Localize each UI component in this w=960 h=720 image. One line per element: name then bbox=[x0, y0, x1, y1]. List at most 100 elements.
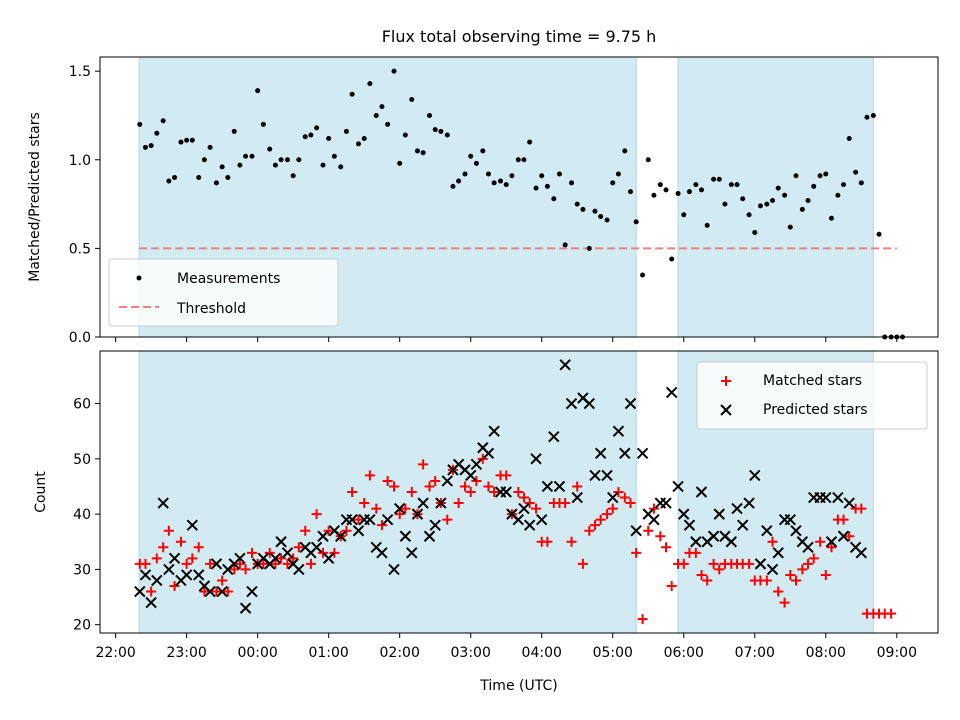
predicted-star-point bbox=[193, 569, 205, 581]
measurement-point bbox=[876, 231, 882, 237]
measurement-point bbox=[562, 242, 568, 248]
predicted-star-point bbox=[335, 530, 347, 542]
matched-star-point bbox=[602, 509, 613, 520]
measurement-point bbox=[296, 157, 302, 163]
measurement-point bbox=[805, 198, 811, 204]
matched-star-point bbox=[465, 487, 476, 497]
matched-star-point bbox=[264, 547, 275, 558]
matched-star-point bbox=[584, 525, 595, 536]
bottom-legend-box bbox=[696, 361, 928, 430]
measurement-point bbox=[485, 171, 491, 177]
measurement-point bbox=[746, 212, 752, 218]
matched-star-point bbox=[323, 525, 334, 536]
predicted-star-point bbox=[754, 558, 767, 570]
matched-star-point bbox=[371, 503, 382, 514]
top-legend-box bbox=[108, 258, 339, 327]
matched-star-point bbox=[246, 547, 257, 558]
matched-star-point bbox=[199, 586, 210, 597]
measurement-point bbox=[462, 171, 468, 177]
bottom-shaded-intervals bbox=[138, 350, 874, 634]
measurement-point bbox=[835, 192, 841, 198]
matched-star-point bbox=[240, 564, 251, 575]
measurement-point bbox=[556, 171, 562, 177]
matched-star-point bbox=[803, 558, 814, 569]
measurement-point bbox=[166, 178, 172, 184]
measurement-point bbox=[651, 192, 657, 198]
matched-star-point bbox=[175, 536, 186, 547]
measurement-point bbox=[569, 180, 575, 186]
measurement-point bbox=[539, 173, 545, 179]
measurement-point bbox=[154, 130, 160, 136]
measurement-point bbox=[592, 208, 598, 214]
predicted-star-point bbox=[624, 397, 637, 410]
top-y-axis-label: Matched/Predicted stars bbox=[27, 112, 43, 282]
predicted-star-point bbox=[736, 519, 749, 531]
predicted-star-point bbox=[512, 513, 524, 526]
matched-star-point bbox=[146, 586, 157, 597]
predicted-star-point bbox=[784, 513, 796, 526]
matched-star-point bbox=[288, 553, 299, 564]
measurement-point bbox=[278, 157, 284, 163]
predicted-star-point bbox=[352, 524, 365, 537]
measurement-point bbox=[586, 245, 592, 251]
matched-star-point bbox=[808, 553, 819, 564]
predicted-star-point bbox=[565, 397, 578, 410]
measurement-point bbox=[225, 175, 231, 181]
matched-star-point bbox=[217, 575, 228, 586]
matched-star-point bbox=[394, 509, 405, 520]
measurement-point bbox=[615, 171, 621, 177]
measurement-point bbox=[681, 212, 687, 218]
legend-measurements-label: Measurements bbox=[177, 271, 280, 287]
predicted-star-point bbox=[541, 480, 554, 493]
measurement-point bbox=[604, 217, 610, 223]
measurement-point bbox=[302, 134, 308, 140]
measurement-point bbox=[633, 219, 639, 225]
predicted-star-point bbox=[707, 530, 720, 542]
legend-predicted-marker bbox=[720, 404, 732, 416]
measurement-point bbox=[640, 272, 646, 278]
predicted-star-point bbox=[536, 513, 548, 526]
measurement-point bbox=[722, 201, 728, 207]
matched-star-point bbox=[293, 542, 304, 553]
predicted-star-point bbox=[145, 596, 157, 609]
measurement-point bbox=[178, 139, 184, 145]
bottom-y-axis-label: Count bbox=[33, 471, 49, 513]
predicted-star-point bbox=[423, 530, 436, 542]
measurement-point bbox=[320, 162, 326, 168]
predicted-star-point bbox=[678, 508, 690, 520]
predicted-star-point bbox=[317, 530, 329, 542]
predicted-star-point bbox=[820, 491, 832, 504]
predicted-star-point bbox=[275, 536, 287, 548]
bottom-y-ticks: 20 30 40 50 60 bbox=[73, 397, 100, 634]
matched-star-point bbox=[797, 564, 808, 575]
measurement-point bbox=[716, 176, 722, 182]
matched-stars-points bbox=[135, 454, 897, 625]
predicted-star-point bbox=[293, 563, 305, 576]
measurement-point bbox=[811, 183, 817, 189]
y-tick-label: 1.0 bbox=[69, 153, 91, 169]
matched-star-point bbox=[820, 569, 831, 580]
matched-star-point bbox=[317, 547, 328, 558]
predicted-star-point bbox=[518, 502, 530, 515]
measurement-point bbox=[622, 148, 628, 154]
measurement-point bbox=[734, 182, 740, 188]
measurement-point bbox=[853, 169, 859, 175]
matched-star-point bbox=[169, 581, 180, 591]
matched-star-point bbox=[838, 514, 849, 525]
measurement-point bbox=[237, 162, 243, 168]
matched-star-point bbox=[364, 470, 375, 481]
predicted-star-point bbox=[571, 491, 583, 504]
measurement-point bbox=[574, 201, 580, 207]
matched-star-point bbox=[577, 558, 588, 569]
predicted-star-point bbox=[743, 497, 755, 509]
shaded-interval bbox=[138, 350, 637, 634]
predicted-star-point bbox=[281, 547, 294, 559]
predicted-star-point bbox=[470, 458, 483, 471]
measurement-point bbox=[657, 182, 663, 188]
predicted-star-point bbox=[216, 585, 228, 598]
matched-star-point bbox=[406, 487, 417, 497]
measurement-point bbox=[757, 203, 763, 209]
measurement-point bbox=[249, 153, 255, 159]
predicted-star-point bbox=[672, 480, 684, 493]
predicted-star-point bbox=[802, 541, 814, 554]
